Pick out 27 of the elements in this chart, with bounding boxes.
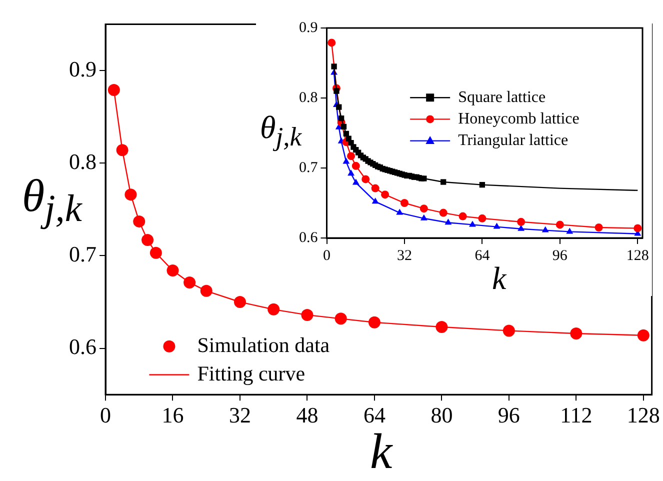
x-tick-label: 0 <box>100 402 111 428</box>
x-tick-label: 48 <box>296 402 318 428</box>
x-axis-title: k <box>492 260 506 296</box>
y-tick-label: 0.9 <box>299 20 318 36</box>
x-tick-label: 128 <box>626 402 660 428</box>
x-tick-label: 0 <box>323 248 330 264</box>
y-tick-label: 0.6 <box>69 334 96 360</box>
legend-label: Honeycomb lattice <box>458 110 580 128</box>
y-tick-label: 0.9 <box>69 56 96 82</box>
x-tick-label: 112 <box>560 402 592 428</box>
y-tick-label: 0.6 <box>299 230 318 246</box>
x-tick-label: 128 <box>626 248 649 264</box>
x-tick-label: 32 <box>396 248 412 264</box>
y-tick-label: 0.7 <box>69 241 96 266</box>
legend-label: Square lattice <box>458 88 546 106</box>
x-tick-label: 64 <box>474 248 490 264</box>
legend-label: Triangular lattice <box>458 132 568 150</box>
x-tick-label: 80 <box>430 402 453 428</box>
x-tick-label: 96 <box>498 402 520 428</box>
y-tick-label: 0.7 <box>299 160 318 176</box>
legend-label: Fitting curve <box>197 361 306 386</box>
y-tick-label: 0.8 <box>299 90 318 106</box>
x-tick-label: 96 <box>552 248 568 264</box>
x-tick-label: 16 <box>162 402 184 428</box>
x-tick-label: 32 <box>228 402 251 428</box>
legend-label: Simulation data <box>197 332 330 357</box>
y-axis-title: θ$_{j,k}$ <box>260 109 302 152</box>
